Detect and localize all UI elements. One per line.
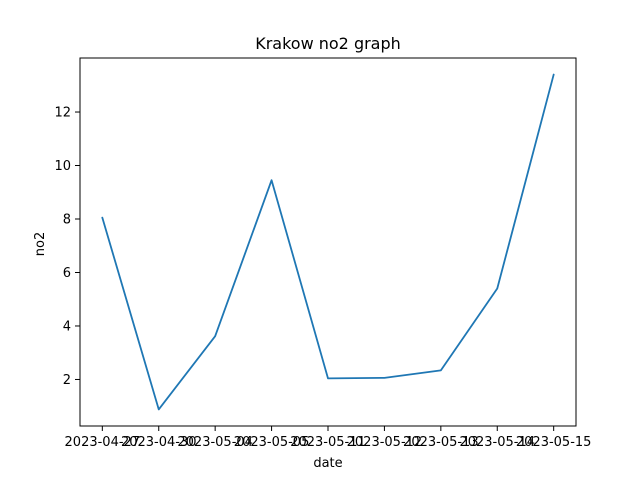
x-tick-label: 2023-04-30 [121, 435, 197, 450]
y-tick-label: 2 [63, 373, 71, 388]
y-tick-label: 6 [63, 266, 71, 281]
x-tick-label: 2023-05-15 [516, 435, 592, 450]
series-line-0 [101, 73, 555, 411]
x-axis-label: date [313, 456, 342, 471]
y-tick-label: 4 [63, 319, 71, 334]
x-tick-label: 2023-05-13 [403, 435, 479, 450]
x-tick-label: 2023-05-12 [347, 435, 423, 450]
chart-title: Krakow no2 graph [255, 34, 401, 53]
y-axis-label: no2 [33, 232, 48, 256]
x-tick-label: 2023-04-27 [65, 435, 141, 450]
y-tick-label: 8 [63, 213, 71, 228]
y-tick-label: 12 [54, 106, 71, 121]
x-tick-label: 2023-05-14 [459, 435, 535, 450]
x-tick-label: 2023-05-11 [290, 435, 366, 450]
x-tick-label: 2023-05-05 [234, 435, 310, 450]
plot-area: 2023-04-272023-04-302023-05-042023-05-05… [54, 57, 592, 450]
y-tick-label: 10 [54, 159, 71, 174]
plot-frame [79, 57, 577, 427]
x-tick-label: 2023-05-04 [177, 435, 253, 450]
